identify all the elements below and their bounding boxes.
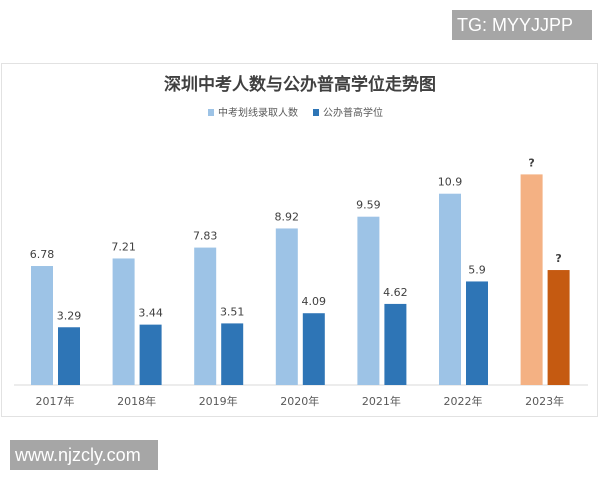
- data-label: 4.62: [383, 286, 408, 299]
- watermark-bottom: www.njzcly.com: [10, 440, 158, 470]
- data-label: 3.44: [138, 307, 163, 320]
- x-tick-label: 2023年: [525, 394, 564, 408]
- bar-seats-2021年: [384, 303, 407, 385]
- data-label: ?: [528, 156, 534, 169]
- legend-swatch-0: [208, 109, 214, 116]
- bar-seats-2020年: [302, 313, 325, 385]
- data-label: 10.9: [438, 176, 463, 189]
- x-tick-label: 2020年: [280, 394, 319, 408]
- bar-seats-2019年: [221, 323, 244, 385]
- bar-admissions-2019年: [194, 247, 217, 385]
- chart-title: 深圳中考人数与公办普高学位走势图: [164, 74, 436, 95]
- legend: 中考划线录取人数 公办普高学位: [208, 106, 383, 119]
- bar-seats-2017年: [58, 327, 80, 385]
- bar-admissions-2021年: [357, 216, 380, 385]
- data-label: 9.59: [356, 199, 381, 212]
- legend-label-1: 公办普高学位: [323, 106, 383, 119]
- legend-label-0: 中考划线录取人数: [218, 106, 298, 119]
- data-label: 5.9: [468, 263, 486, 276]
- x-tick-label: 2022年: [444, 394, 483, 408]
- bar-admissions-2018年: [112, 258, 135, 385]
- x-tick-label: 2019年: [199, 394, 238, 408]
- data-label: 3.51: [220, 305, 245, 318]
- x-tick-label: 2017年: [36, 394, 75, 408]
- bar-admissions-2020年: [275, 228, 298, 385]
- bar-seats-2018年: [139, 324, 162, 385]
- bar-admissions-2017年: [31, 266, 53, 385]
- x-tick-label: 2021年: [362, 394, 401, 408]
- bar-admissions-2023年: [520, 174, 543, 385]
- data-label: 3.29: [57, 309, 82, 322]
- data-label: 7.83: [193, 230, 218, 243]
- x-tick-label: 2018年: [117, 394, 156, 408]
- chart-card: [1, 63, 598, 417]
- data-label: 4.09: [302, 295, 327, 308]
- bar-seats-2023年: [547, 270, 570, 385]
- data-label: 7.21: [111, 240, 136, 253]
- data-label: ?: [555, 252, 561, 265]
- watermark-top: TG: MYYJJPP: [452, 10, 592, 40]
- legend-swatch-1: [313, 109, 319, 116]
- data-label: 6.78: [30, 248, 55, 261]
- data-label: 8.92: [275, 210, 300, 223]
- bar-seats-2022年: [466, 281, 488, 385]
- bar-admissions-2022年: [439, 193, 461, 385]
